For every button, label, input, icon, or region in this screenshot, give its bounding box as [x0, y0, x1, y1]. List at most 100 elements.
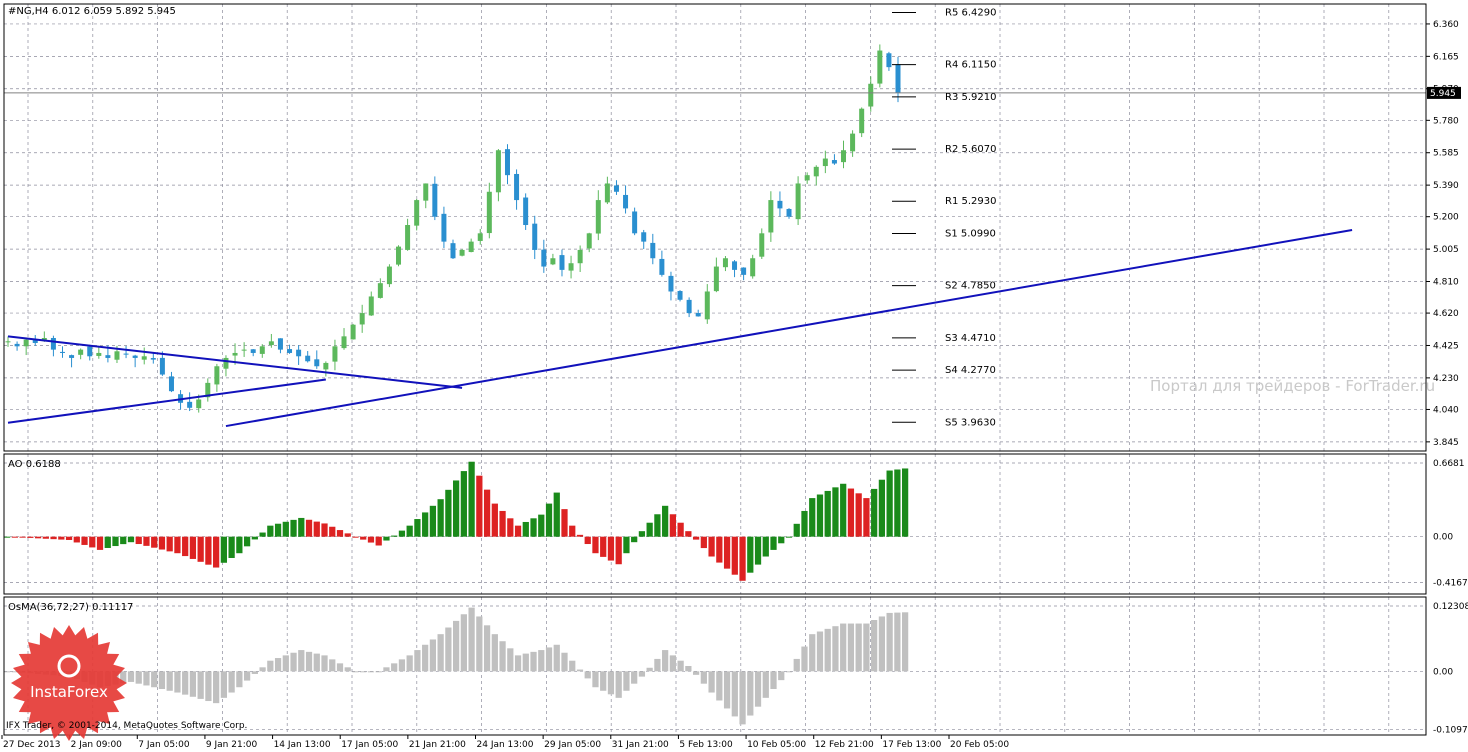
price-tick-label: 4.425 [1433, 341, 1459, 351]
osma-bar [801, 646, 808, 672]
osma-bar [220, 671, 227, 698]
ao-bar [205, 536, 212, 565]
ao-bar [878, 479, 886, 537]
osma-bar [770, 671, 777, 689]
osma-bar [499, 641, 506, 672]
ao-bar [429, 505, 437, 537]
candle-body [223, 357, 229, 369]
ao-bar [507, 518, 514, 537]
ao-bar [34, 536, 42, 539]
ao-bar [476, 475, 483, 537]
ao-bar [375, 536, 382, 546]
ao-bar [65, 536, 73, 540]
ao-bar [228, 536, 235, 558]
osma-bar [545, 647, 553, 672]
ao-bar [692, 536, 700, 540]
candle-body [423, 183, 429, 201]
osma-bar [383, 667, 390, 672]
candle-body [495, 150, 501, 193]
ao-bar [576, 534, 584, 537]
candle-body [504, 149, 510, 176]
candle-body [759, 233, 765, 257]
pivot-label-r4: R4 6.1150 [945, 60, 996, 71]
ao-bar [143, 536, 150, 546]
x-tick-label: 31 Jan 21:00 [612, 740, 669, 750]
osma-bar [584, 671, 591, 679]
instaforex-logo [11, 625, 127, 741]
osma-bar [700, 671, 707, 684]
candle-body [377, 283, 383, 298]
ao-bar [561, 509, 568, 537]
ao-bar [290, 519, 297, 537]
osma-bar [654, 658, 661, 672]
ao-bar [127, 536, 135, 543]
osma-bar [305, 651, 313, 672]
osma-bar [886, 612, 893, 672]
candle-body [841, 150, 847, 163]
ao-bar [236, 536, 243, 554]
ao-bar [646, 522, 653, 537]
candle-body [750, 258, 756, 277]
candle-body [532, 223, 538, 250]
ao-bar [112, 536, 119, 547]
candle-body [314, 359, 320, 367]
candle-body [641, 232, 647, 242]
osma-bar [251, 671, 258, 674]
ao-bar [329, 526, 336, 537]
osma-bar [507, 648, 514, 672]
osma-title: OsMA(36,72,27) 0.11117 [8, 602, 133, 613]
osma-bar [197, 671, 204, 699]
candle-body [87, 346, 93, 357]
osma-bar [607, 671, 615, 695]
ao-tick-label: 0.6681 [1433, 459, 1465, 469]
ao-bar [120, 536, 127, 545]
ao-bar [569, 525, 576, 537]
ao-bar [832, 487, 839, 537]
ao-bar [902, 468, 909, 537]
ao-bar [352, 536, 359, 538]
candle-body [5, 341, 11, 343]
osma-bar [391, 663, 398, 672]
candle-body [359, 313, 365, 325]
ao-bar [669, 514, 676, 537]
osma-bar [538, 650, 545, 672]
candle-body [795, 183, 801, 220]
ao-bar [383, 536, 390, 541]
osma-bar [762, 671, 769, 698]
candle-body [332, 346, 338, 362]
ao-bar [514, 525, 522, 537]
candle-body [786, 208, 792, 217]
candle-body [604, 183, 610, 203]
ao-bar [81, 536, 88, 545]
candle-body [414, 200, 420, 226]
candle-body [123, 353, 129, 355]
pivot-label-r3: R3 5.9210 [945, 92, 996, 103]
ao-bar [793, 523, 800, 537]
candle-body [150, 358, 156, 360]
candle-body [477, 233, 483, 241]
osma-bar [902, 612, 909, 672]
osma-bar [158, 671, 166, 689]
ao-bar [182, 536, 189, 557]
osma-bar [685, 666, 692, 672]
osma-bar [785, 671, 793, 673]
ao-bar [197, 536, 204, 562]
osma-bar [569, 660, 576, 672]
osma-bar [669, 655, 676, 672]
candle-body [432, 183, 438, 217]
osma-bar [871, 620, 878, 672]
osma-bar [530, 651, 537, 672]
osma-bar [468, 607, 475, 672]
trendline [225, 229, 1353, 428]
ao-bar [267, 525, 274, 537]
candle-body [577, 249, 583, 264]
osma-bar [576, 669, 584, 672]
x-tick-label: 10 Feb 05:00 [747, 740, 806, 750]
ao-bar [4, 536, 11, 538]
candle-body [586, 233, 592, 249]
candle-body [50, 338, 56, 350]
osma-bar [793, 658, 800, 672]
ao-bar [723, 536, 731, 569]
